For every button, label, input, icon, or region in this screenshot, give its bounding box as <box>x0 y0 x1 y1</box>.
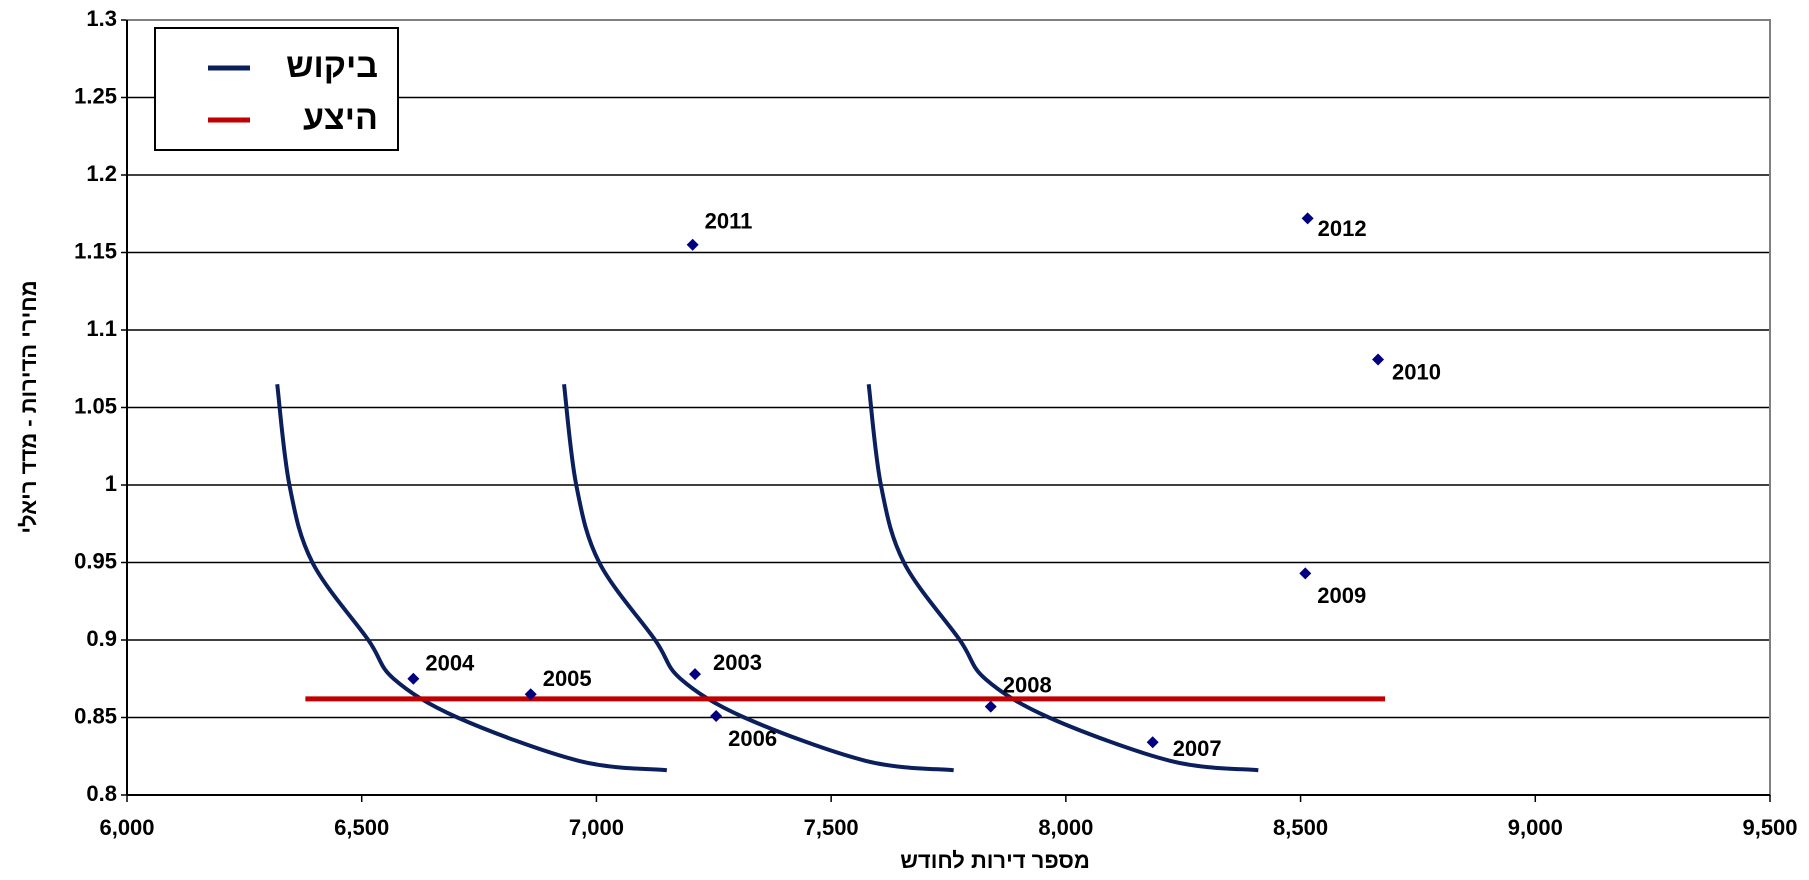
point-label: 2003 <box>713 650 762 675</box>
y-tick-label: 0.95 <box>74 548 117 573</box>
y-tick-label: 0.9 <box>86 626 117 651</box>
point-label: 2008 <box>1003 672 1052 697</box>
data-point <box>689 668 702 681</box>
data-point <box>686 238 699 251</box>
point-label: 2012 <box>1318 216 1367 241</box>
demand-curve <box>562 384 954 773</box>
x-axis-title: מספר דירות לחודש <box>900 848 1090 873</box>
point-label: 2009 <box>1317 583 1366 608</box>
point-label: 2007 <box>1173 736 1222 761</box>
y-tick-label: 1.3 <box>86 6 117 31</box>
x-tick-label: 7,000 <box>569 815 624 840</box>
x-tick-label: 7,500 <box>804 815 859 840</box>
x-tick-label: 9,500 <box>1742 815 1797 840</box>
point-label: 2004 <box>425 651 475 676</box>
y-tick-label: 1.1 <box>86 316 117 341</box>
data-point <box>1372 353 1385 366</box>
x-tick-label: 6,000 <box>99 815 154 840</box>
y-tick-label: 0.8 <box>86 781 117 806</box>
x-tick-label: 8,500 <box>1273 815 1328 840</box>
point-label: 2006 <box>728 726 777 751</box>
y-tick-label: 1.05 <box>74 393 117 418</box>
x-tick-label: 6,500 <box>334 815 389 840</box>
legend-label: ביקוש <box>286 47 378 85</box>
y-tick-label: 1 <box>105 471 117 496</box>
demand-curve <box>275 384 668 773</box>
y-tick-label: 1.15 <box>74 238 117 263</box>
legend-label: היצע <box>303 99 378 137</box>
data-point <box>1301 212 1314 225</box>
data-point <box>984 700 997 713</box>
data-point <box>407 672 420 685</box>
point-label: 2010 <box>1392 359 1441 384</box>
x-tick-label: 8,000 <box>1038 815 1093 840</box>
data-point <box>1299 567 1312 580</box>
data-point <box>710 709 723 722</box>
point-label: 2011 <box>705 209 753 234</box>
y-tick-label: 0.85 <box>74 703 117 728</box>
legend: ביקוש היצע <box>154 27 399 151</box>
x-tick-label: 9,000 <box>1508 815 1563 840</box>
demand-curve <box>866 384 1259 773</box>
y-tick-label: 1.2 <box>86 161 117 186</box>
point-label: 2005 <box>543 666 592 691</box>
legend-box <box>154 27 399 151</box>
y-axis-title: מחירי הדירות - מדד ריאלי <box>16 280 41 533</box>
y-tick-label: 1.25 <box>74 83 117 108</box>
data-point <box>524 688 537 701</box>
data-point <box>1146 736 1159 749</box>
